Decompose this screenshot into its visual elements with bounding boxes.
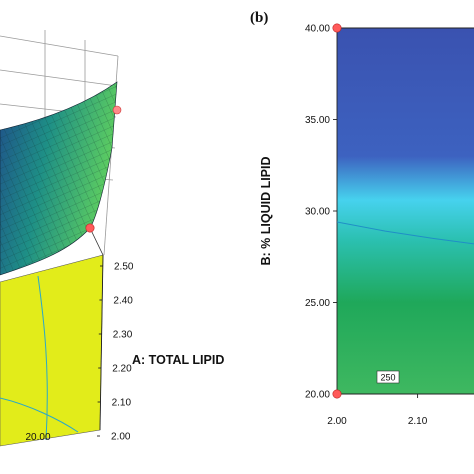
a-axis-tick-label: 2.50 [114, 262, 134, 273]
panel-b-contour-plot: (b) 20.00 25.00 30.00 35.00 40.00 2.00 2.10 2… [250, 10, 474, 427]
y-axis-tick-label: 20.00 [305, 390, 330, 401]
a-axis-ticks [97, 265, 103, 437]
floor-contour-line-1 [37, 275, 48, 441]
a-axis-tick-label: 2.10 [112, 398, 132, 409]
contour-plot-area [337, 28, 474, 394]
design-point-b [332, 23, 342, 33]
design-point-b [332, 389, 342, 399]
panel-b-label: (b) [250, 10, 268, 26]
y-axis-tick-label: 25.00 [305, 298, 330, 309]
a-axis-tick-label: 2.30 [113, 330, 133, 341]
design-point-a-1 [112, 105, 122, 115]
a-axis-line [99, 254, 104, 431]
a-axis-tick-label: 2.00 [111, 432, 131, 443]
contour-x-ticks: 2.00 2.10 [327, 394, 428, 427]
y-axis-tick-label: 40.00 [305, 24, 330, 35]
a-axis-title: A: TOTAL LIPID [132, 353, 224, 367]
contour-design-points [332, 23, 342, 399]
a-axis-tick-labels: 2.00 2.10 2.20 2.30 2.40 2.50 [111, 262, 134, 443]
x-axis-tick-label: 2.00 [327, 416, 347, 427]
panel-a-surface-plot: 2.00 2.10 2.20 2.30 2.40 2.50 20.00 A: TOTAL … [0, 30, 224, 447]
contour-line-250 [337, 221, 474, 245]
floor-contour-line-2 [0, 397, 79, 433]
a-axis-tick-label: 2.40 [113, 296, 133, 307]
contour-y-ticks: 20.00 25.00 30.00 35.00 40.00 [305, 24, 337, 401]
b-axis-tick-label-20: 20.00 [25, 432, 50, 443]
x-axis-tick-label: 2.10 [408, 416, 428, 427]
a-axis-tick-label: 2.20 [112, 364, 132, 375]
contour-label-250: 250 [380, 373, 395, 383]
design-point-a-2 [85, 223, 95, 233]
y-axis-tick-label: 30.00 [305, 207, 330, 218]
contour-label-box [376, 370, 400, 384]
y-axis-tick-label: 35.00 [305, 115, 330, 126]
surface-vertical-edge [89, 227, 104, 256]
b-axis-title: B: % LIQUID LIPID [259, 156, 273, 265]
